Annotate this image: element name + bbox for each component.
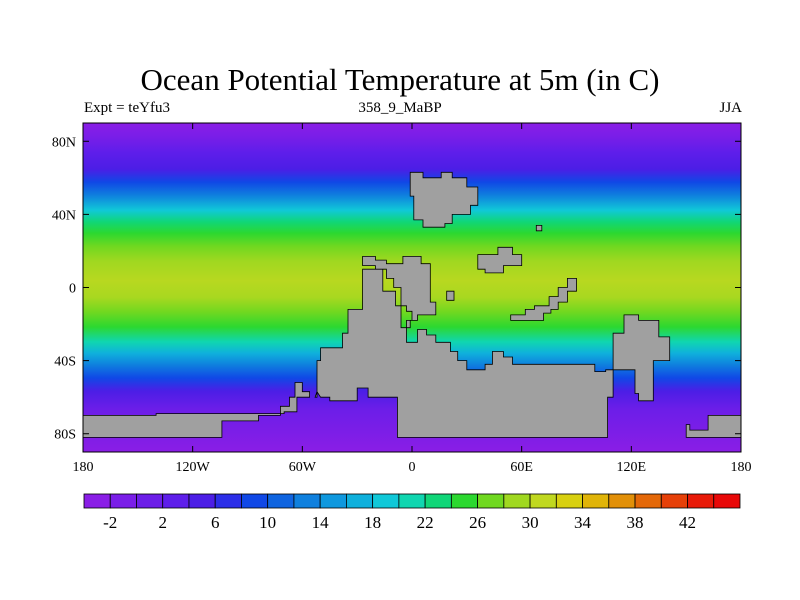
y-tick-label: 80S bbox=[54, 428, 76, 443]
colorbar-box bbox=[109, 493, 137, 509]
x-tick-label: 0 bbox=[409, 460, 416, 475]
colorbar-label: 14 bbox=[312, 513, 330, 532]
colorbar-label: 34 bbox=[574, 513, 592, 532]
land-tiny-island-ne bbox=[535, 224, 543, 232]
x-tick-label: 60E bbox=[510, 460, 533, 475]
colorbar-box bbox=[162, 493, 190, 509]
colorbar-box bbox=[713, 493, 741, 509]
colorbar-box bbox=[398, 493, 426, 509]
colorbar-box bbox=[136, 493, 164, 509]
colorbar: -2 2 6 10 14 18 22 26 30 34 38 42 bbox=[83, 493, 741, 532]
colorbar-box bbox=[529, 493, 557, 509]
colorbar-box bbox=[450, 493, 478, 509]
x-tick-label: 60W bbox=[289, 460, 317, 475]
colorbar-box bbox=[503, 493, 531, 509]
colorbar-box bbox=[293, 493, 321, 509]
colorbar-label: 6 bbox=[211, 513, 220, 532]
colorbar-box bbox=[424, 493, 452, 509]
x-tick-label: 120W bbox=[176, 460, 211, 475]
colorbar-box bbox=[214, 493, 242, 509]
colorbar-box bbox=[83, 493, 111, 509]
colorbar-box bbox=[267, 493, 295, 509]
land-east-equatorial-strip bbox=[510, 277, 577, 321]
colorbar-label: 10 bbox=[259, 513, 276, 532]
colorbar-label: 26 bbox=[469, 513, 486, 532]
colorbar-box bbox=[319, 493, 347, 509]
colorbar-box bbox=[634, 493, 662, 509]
colorbar-label: -2 bbox=[103, 513, 117, 532]
x-tick-label: 180 bbox=[73, 460, 94, 475]
y-tick-label: 40N bbox=[52, 208, 76, 223]
right-string: JJA bbox=[719, 100, 742, 116]
colorbar-box bbox=[372, 493, 400, 509]
colorbar-box bbox=[608, 493, 636, 509]
land-eastern-island bbox=[477, 246, 523, 274]
colorbar-box bbox=[660, 493, 688, 509]
colorbar-label: 42 bbox=[679, 513, 696, 532]
colorbar-box bbox=[555, 493, 583, 509]
chart-title: Ocean Potential Temperature at 5m (in C) bbox=[140, 62, 660, 97]
x-tick-label: 180 bbox=[731, 460, 752, 475]
y-tick-label: 80N bbox=[52, 135, 76, 150]
land-northern-landmass bbox=[409, 171, 479, 228]
left-string: Expt = teYfu3 bbox=[84, 100, 170, 116]
center-string: 358_9_MaBP bbox=[358, 100, 442, 116]
colorbar-label: 38 bbox=[627, 513, 644, 532]
colorbar-label: 2 bbox=[158, 513, 167, 532]
colorbar-label: 30 bbox=[522, 513, 539, 532]
y-tick-label: 0 bbox=[69, 282, 76, 297]
land-southwest-coast bbox=[82, 382, 311, 438]
colorbar-box bbox=[477, 493, 505, 509]
colorbar-box bbox=[241, 493, 269, 509]
land-central-landmass bbox=[314, 255, 671, 438]
colorbar-label: 18 bbox=[364, 513, 381, 532]
colorbar-box bbox=[582, 493, 610, 509]
colorbar-box bbox=[188, 493, 216, 509]
land-equatorial-islet bbox=[446, 290, 455, 301]
colorbar-label: 22 bbox=[417, 513, 434, 532]
colorbar-box bbox=[687, 493, 715, 509]
x-tick-label: 120E bbox=[617, 460, 647, 475]
colorbar-box bbox=[345, 493, 374, 509]
y-tick-label: 40S bbox=[54, 355, 76, 370]
